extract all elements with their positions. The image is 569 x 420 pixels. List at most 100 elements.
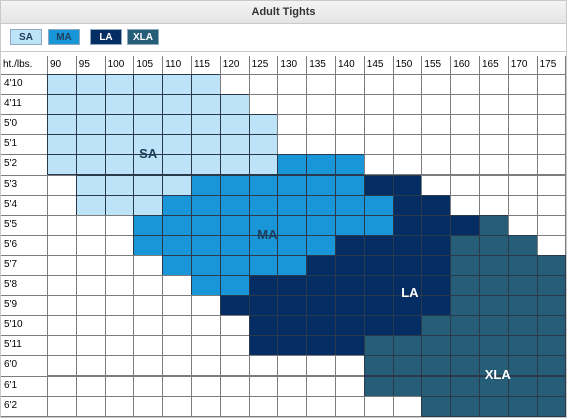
size-cell bbox=[363, 254, 394, 276]
size-cell bbox=[219, 275, 250, 297]
size-cell bbox=[536, 74, 567, 96]
size-cell bbox=[536, 214, 567, 236]
size-cell bbox=[392, 234, 423, 256]
size-cell bbox=[47, 154, 77, 176]
legend-swatch-sa: SA bbox=[10, 29, 42, 45]
size-cell bbox=[450, 174, 480, 196]
weight-header: 135 bbox=[309, 59, 326, 70]
size-cell bbox=[162, 194, 192, 216]
size-cell bbox=[450, 254, 480, 276]
size-cell bbox=[421, 234, 452, 256]
legend-swatch-xla: XLA bbox=[127, 29, 159, 45]
size-cell bbox=[479, 214, 509, 236]
size-cell bbox=[306, 275, 336, 297]
grid-line bbox=[1, 94, 47, 96]
size-cell bbox=[450, 315, 480, 337]
size-cell bbox=[479, 74, 509, 96]
size-cell bbox=[248, 254, 279, 276]
size-cell bbox=[479, 395, 509, 417]
grid-line bbox=[335, 56, 336, 74]
size-cell bbox=[363, 214, 394, 236]
weight-header: 165 bbox=[482, 59, 499, 70]
size-cell bbox=[363, 375, 394, 397]
weight-header: 105 bbox=[136, 59, 154, 70]
size-cell bbox=[335, 134, 365, 156]
size-cell bbox=[219, 174, 250, 196]
grid-line bbox=[1, 335, 47, 337]
size-cell bbox=[162, 214, 192, 236]
size-cell bbox=[75, 74, 106, 96]
size-cell bbox=[335, 254, 365, 276]
size-cell bbox=[536, 315, 567, 337]
size-cell bbox=[479, 254, 509, 276]
size-cell bbox=[104, 295, 135, 317]
size-cell bbox=[421, 194, 452, 216]
size-cell bbox=[219, 74, 250, 96]
size-cell bbox=[47, 214, 77, 236]
grid-line bbox=[75, 56, 77, 74]
size-cell bbox=[277, 315, 308, 337]
size-cell bbox=[507, 315, 538, 337]
size-cell bbox=[162, 134, 192, 156]
size-cell bbox=[277, 194, 308, 216]
height-header: 5'1 bbox=[4, 138, 18, 150]
size-cell bbox=[133, 94, 164, 116]
size-cell bbox=[421, 134, 452, 156]
size-cell bbox=[421, 154, 452, 176]
size-cell bbox=[133, 335, 164, 357]
zone-label-ma: MA bbox=[257, 226, 278, 242]
height-header: 6'0 bbox=[4, 359, 18, 371]
weight-header: 90 bbox=[50, 59, 62, 70]
weight-header: 150 bbox=[395, 59, 413, 70]
size-cell bbox=[219, 295, 250, 317]
size-cell bbox=[450, 94, 480, 116]
size-cell bbox=[392, 94, 423, 116]
size-cell bbox=[219, 395, 250, 417]
size-cell bbox=[479, 275, 509, 297]
weight-header: 140 bbox=[338, 59, 355, 70]
size-cell bbox=[479, 174, 509, 196]
size-cell bbox=[191, 375, 221, 397]
height-header: 6'2 bbox=[4, 399, 18, 411]
size-cell bbox=[306, 295, 336, 317]
size-cell bbox=[191, 154, 221, 176]
size-cell bbox=[162, 234, 192, 256]
size-cell bbox=[133, 194, 164, 216]
size-cell bbox=[191, 174, 221, 196]
size-cell bbox=[306, 315, 336, 337]
weight-header: 115 bbox=[194, 59, 210, 70]
size-cell bbox=[75, 214, 106, 236]
size-cell bbox=[191, 194, 221, 216]
grid-line bbox=[162, 56, 164, 74]
size-cell bbox=[47, 395, 77, 417]
size-cell bbox=[507, 375, 538, 397]
weight-header: 160 bbox=[453, 59, 470, 70]
grid-line bbox=[219, 56, 221, 74]
size-cell bbox=[363, 174, 394, 196]
size-cell bbox=[47, 295, 77, 317]
height-header: 5'7 bbox=[4, 258, 18, 270]
size-cell bbox=[75, 234, 106, 256]
grid-line bbox=[1, 295, 47, 297]
size-cell bbox=[450, 194, 480, 216]
size-cell bbox=[47, 275, 77, 297]
size-cell bbox=[507, 194, 538, 216]
size-cell bbox=[277, 74, 308, 96]
size-cell bbox=[191, 94, 221, 116]
size-cell bbox=[75, 315, 106, 337]
size-cell bbox=[277, 154, 308, 176]
size-cell bbox=[507, 74, 538, 96]
size-cell bbox=[47, 335, 77, 357]
size-cell bbox=[421, 94, 452, 116]
size-cell bbox=[219, 214, 250, 236]
size-cell bbox=[277, 254, 308, 276]
grid-line bbox=[1, 174, 47, 176]
size-cell bbox=[104, 254, 135, 276]
size-cell bbox=[363, 74, 394, 96]
zone-label-la: LA bbox=[401, 285, 419, 301]
size-cell bbox=[277, 114, 308, 136]
size-cell bbox=[306, 74, 336, 96]
size-cell bbox=[392, 134, 423, 156]
size-cell bbox=[277, 214, 308, 236]
size-cell bbox=[104, 275, 135, 297]
